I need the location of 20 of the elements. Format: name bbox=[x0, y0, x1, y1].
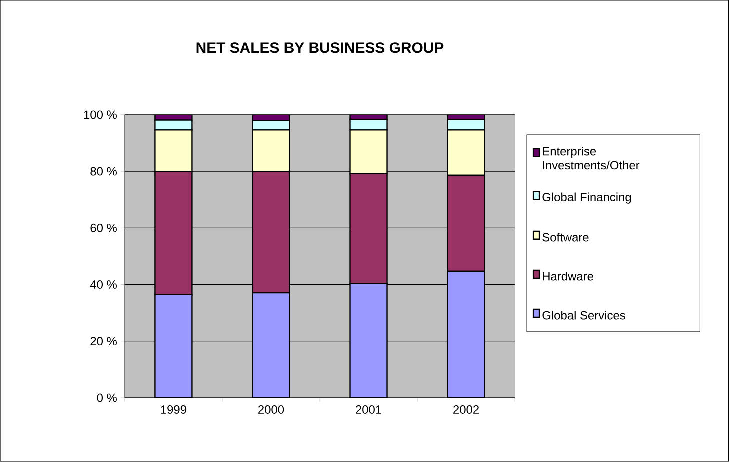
chart-title: NET SALES BY BUSINESS GROUP bbox=[196, 42, 444, 54]
legend-label: Global Financing bbox=[542, 192, 632, 204]
x-tick-label: 1999 bbox=[161, 406, 186, 414]
y-tick-label: 80 % bbox=[90, 167, 117, 176]
bar bbox=[154, 294, 193, 398]
y-tick-label: 0 % bbox=[97, 394, 117, 402]
legend-label: Global Services bbox=[542, 311, 626, 320]
legend-label: Hardware bbox=[543, 272, 594, 281]
y-tick-label: 60 % bbox=[90, 224, 117, 232]
x-tick-label: 2001 bbox=[356, 406, 382, 414]
y-tick-label: 20 % bbox=[90, 337, 117, 346]
bar bbox=[350, 283, 388, 398]
y-tick-label: 100 % bbox=[84, 110, 117, 120]
bar bbox=[447, 270, 486, 398]
legend-label: Enterprise Investments/Other bbox=[543, 146, 640, 170]
x-tick-label: 2000 bbox=[258, 406, 284, 414]
x-tick-label: 2002 bbox=[454, 406, 479, 414]
legend-label: Software bbox=[542, 233, 589, 242]
bar bbox=[252, 292, 290, 398]
y-tick-label: 40 % bbox=[90, 280, 117, 290]
